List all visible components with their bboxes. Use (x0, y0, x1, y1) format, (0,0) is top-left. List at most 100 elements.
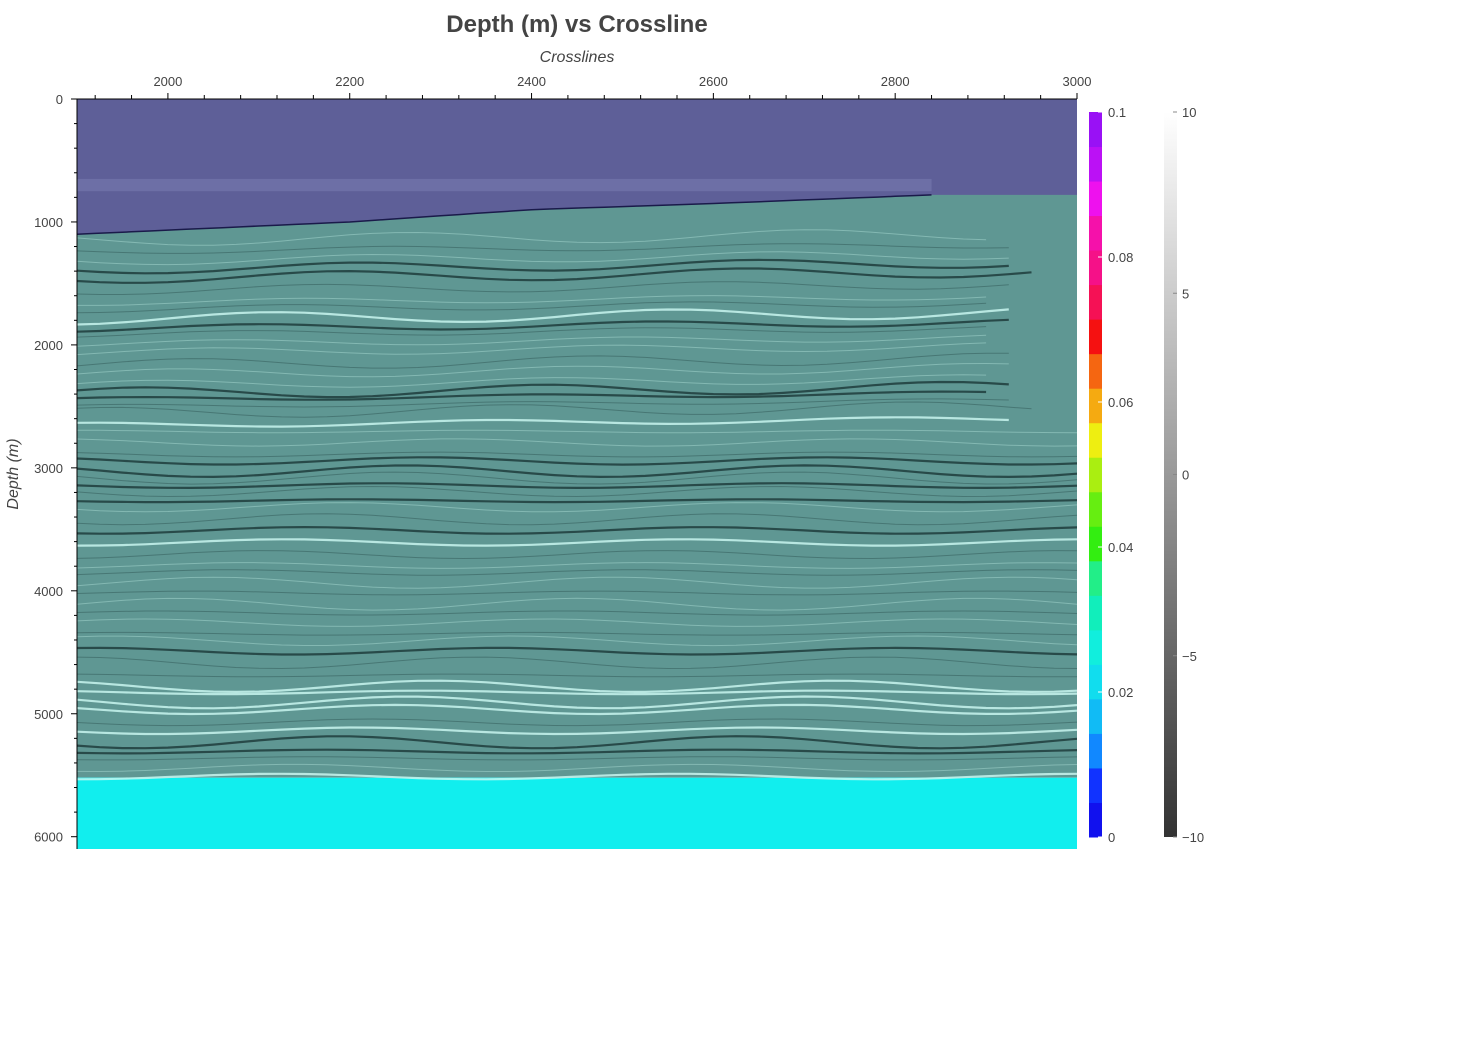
reflector-line (77, 416, 1009, 428)
reflector-line (77, 726, 1077, 736)
reflector-line (77, 326, 987, 338)
colorbar-swatch (1089, 802, 1102, 838)
x-axis: 2000 2200 2400 2600 2800 3000 (77, 74, 1092, 100)
reflector-line (77, 438, 1077, 447)
colorbar-swatch (1089, 353, 1102, 389)
reflector-line (77, 251, 1009, 266)
y-tick-label: 0 (56, 92, 63, 107)
bottom-region (77, 777, 1077, 849)
colorbar-tick-label: 0.1 (1108, 105, 1126, 120)
reflector-line (77, 482, 1077, 490)
reflector-line (77, 318, 1009, 333)
reflector-line (77, 689, 1077, 696)
colorbar-tick-label: 10 (1182, 105, 1196, 120)
x-axis-label: Crosslines (540, 49, 615, 66)
colorbar-swatch (1089, 284, 1102, 320)
reflector-line (77, 679, 1077, 694)
y-tick-label: 6000 (34, 830, 63, 845)
colorbar-swatch (1089, 146, 1102, 182)
y-tick-label: 3000 (34, 461, 63, 476)
reflector-line (77, 401, 1032, 418)
colorbar-swatch (1089, 733, 1102, 769)
reflector-line (77, 229, 987, 246)
colorbar-swatch (1089, 112, 1102, 148)
y-tick-label: 4000 (34, 584, 63, 599)
reflector-line (77, 656, 1077, 670)
reflector-line (77, 646, 1077, 656)
reflector-line (77, 464, 1077, 479)
reflector-line (77, 390, 987, 401)
y-axis: 0 1000 2000 3000 4000 5000 6000 (34, 92, 78, 849)
reflector-line (77, 635, 1077, 647)
colorbar-tick-label: −5 (1182, 649, 1197, 664)
reflector-line (77, 456, 1077, 466)
reflector-line (77, 673, 1077, 678)
reflector-line (77, 569, 1077, 576)
reflector-line (77, 243, 1009, 254)
reflector-line (77, 362, 1009, 378)
colorbar-tick-label: 0.04 (1108, 540, 1133, 555)
colorbar-swatch (1089, 457, 1102, 493)
colorbar-tick-label: −10 (1182, 830, 1204, 845)
x-tick-label: 2400 (517, 74, 546, 89)
colorbar-tick-label: 0.06 (1108, 395, 1133, 410)
reflectors (77, 229, 1077, 781)
reflector-line (77, 618, 1077, 627)
reflector-line (77, 718, 1077, 727)
chart-title: Depth (m) vs Crossline (446, 11, 707, 38)
colorbar-swatch (1089, 664, 1102, 700)
water-band (77, 178, 932, 192)
colorbar-swatch (1089, 526, 1102, 562)
reflector-line (77, 525, 1077, 535)
y-tick-label: 2000 (34, 338, 63, 353)
reflector-line (77, 695, 1077, 710)
colorbar-swatch (1089, 181, 1102, 217)
reflector-line (77, 576, 1077, 589)
colorbar-tick-label: 0.08 (1108, 250, 1133, 265)
reflector-line (77, 267, 1032, 284)
seafloor-line (77, 194, 932, 235)
colorbar-swatch (1089, 388, 1102, 424)
colorbar-swatch (1089, 698, 1102, 734)
x-tick-label: 2200 (335, 74, 364, 89)
reflector-line (77, 748, 1077, 755)
colorbar-swatch (1089, 629, 1102, 665)
reflector-line (77, 538, 1077, 547)
reflector-line (77, 352, 1009, 369)
reflector-line (77, 380, 1009, 399)
reflector-line (77, 597, 1077, 611)
x-tick-label: 2800 (881, 74, 910, 89)
colorbar-swatch (1089, 491, 1102, 527)
reflector-line (77, 703, 1077, 716)
reflector-line (77, 429, 1077, 434)
reflector-line (77, 334, 987, 347)
y-tick-label: 1000 (34, 215, 63, 230)
reflector-line (77, 590, 1077, 596)
reflector-line (77, 485, 1077, 498)
reflector-line (77, 374, 987, 388)
reflector-line (77, 772, 1077, 781)
x-tick-label: 2600 (699, 74, 728, 89)
reflector-line (77, 258, 1009, 275)
water-region (77, 99, 1077, 235)
reflector-line (77, 398, 1009, 408)
x-tick-label: 3000 (1063, 74, 1092, 89)
reflector-line (77, 451, 1077, 458)
reflector-line (77, 471, 1077, 485)
rainbow-colorbar: 0 0.02 0.04 0.06 0.08 0.1 (1089, 105, 1133, 845)
reflector-line (77, 763, 1077, 773)
plot-area[interactable] (77, 99, 1077, 849)
colorbar-swatch (1089, 250, 1102, 286)
colorbar-swatch (1089, 595, 1102, 631)
y-axis-label: Depth (m) (5, 438, 22, 509)
reflector-line (77, 308, 1009, 326)
colorbar-tick-label: 0 (1182, 468, 1189, 483)
colorbar-swatch (1089, 215, 1102, 251)
reflector-line (77, 295, 987, 306)
reflector-line (77, 513, 1077, 526)
reflector-line (77, 756, 1077, 761)
reflector-line (77, 301, 987, 314)
reflector-line (77, 498, 1077, 504)
reflector-line (77, 631, 1077, 636)
